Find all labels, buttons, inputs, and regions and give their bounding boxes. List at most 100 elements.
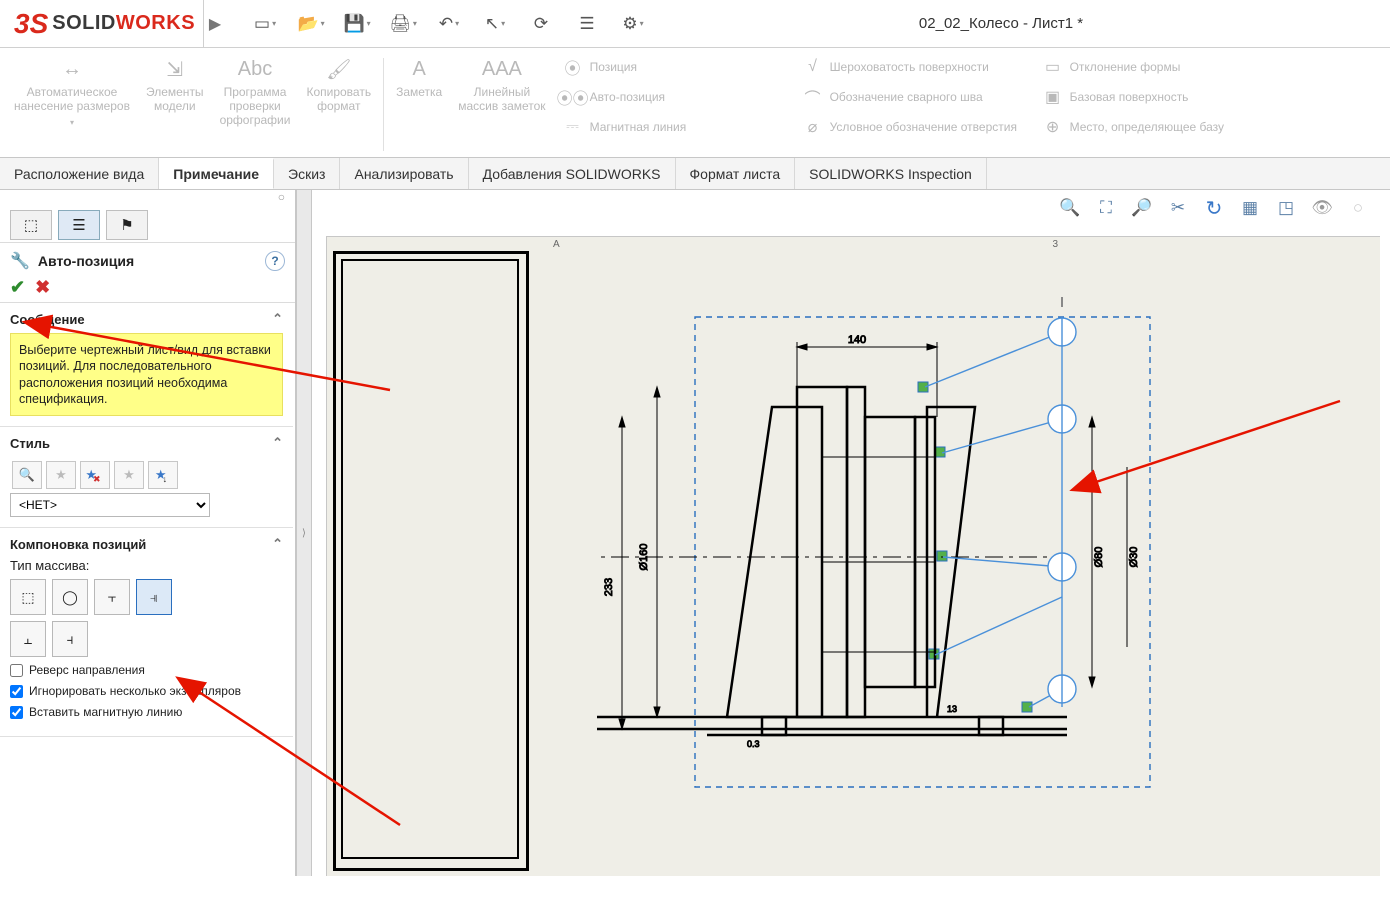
drawing-view[interactable]: 140 Ø160 233 (597, 297, 1390, 897)
svg-text:233: 233 (603, 578, 615, 596)
cmd-balloon[interactable]: ⦿Позиция (554, 52, 794, 82)
style-del-fav-button[interactable]: ★✖ (80, 461, 110, 489)
layout-square-button[interactable]: ⬚ (10, 579, 46, 615)
qat-open[interactable]: 📂▾ (290, 8, 332, 40)
tab-annotation[interactable]: Примечание (159, 158, 274, 189)
view-toolbar: 🔍 ⛶ 🔎 ✂ ↻ ▦ ◳ 👁 ○ (1056, 194, 1372, 222)
qat-pointer[interactable]: ↖▾ (474, 8, 516, 40)
sheet-border-inner (341, 259, 519, 859)
property-manager: ○ ⬚ ☰ ⚑ 🔧 Авто-позиция ? ✔ ✖ Сообщение⌃ … (0, 190, 296, 876)
tab-sw-inspection[interactable]: SOLIDWORKS Inspection (795, 158, 987, 189)
rotate-icon[interactable]: ↻ (1200, 194, 1228, 222)
expand-menu-icon[interactable]: ▶ (204, 14, 226, 34)
help-button[interactable]: ? (265, 251, 285, 271)
tab-view-layout[interactable]: Расположение вида (0, 158, 159, 189)
layout-circle-button[interactable]: ◯ (52, 579, 88, 615)
app-logo: 3S SOLIDWORKS (0, 0, 204, 47)
layout-bottom-button[interactable]: ⫠ (10, 621, 46, 657)
exit-icon[interactable]: ○ (1344, 194, 1372, 222)
hide-show-icon[interactable]: 👁 (1308, 194, 1336, 222)
cancel-button[interactable]: ✖ (35, 277, 50, 298)
logo-ds-icon: 3S (14, 8, 48, 40)
cmd-geom-tol[interactable]: ▭Отклонение формы (1034, 52, 1274, 82)
pm-tab-config[interactable]: ⚑ (106, 210, 148, 240)
magnet-checkbox[interactable]: Вставить магнитную линию (10, 705, 283, 720)
zoom-area-icon[interactable]: ⛶ (1092, 194, 1120, 222)
svg-text:13: 13 (947, 704, 957, 714)
display-icon[interactable]: ▦ (1236, 194, 1264, 222)
qat-rebuild[interactable]: ⟳ (520, 8, 562, 40)
reverse-checkbox[interactable]: Реверс направления (10, 663, 283, 678)
pm-tab-property[interactable]: ☰ (58, 210, 100, 240)
ribbon-tabs: Расположение вида Примечание Эскиз Анали… (0, 158, 1390, 190)
cmd-spell-check[interactable]: AbcПрограмма проверки орфографии (212, 52, 299, 157)
collapse-icon[interactable]: ⌃ (272, 536, 283, 552)
ruler-mark-b: 3 (1052, 239, 1058, 250)
section-layout: Компоновка позиций ⌃ Тип массива: ⬚ ◯ ⫟ ⫣… (0, 528, 293, 737)
ignore-checkbox[interactable]: Игнорировать несколько экземпляров (10, 684, 283, 699)
cmd-auto-dimension[interactable]: ↔Автоматическое нанесение размеров▾ (6, 52, 138, 157)
style-header: Стиль (10, 436, 50, 451)
cmd-model-items[interactable]: ⇲Элементы модели (138, 52, 212, 157)
svg-text:Ø160: Ø160 (638, 544, 650, 571)
pm-title: Авто-позиция (38, 253, 134, 269)
qat-options[interactable]: ☰ (566, 8, 608, 40)
drawing-sheet[interactable]: A 3 (326, 236, 1380, 876)
cmd-copy-format[interactable]: 🖌Копировать формат (298, 52, 379, 157)
document-title: 02_02_Колесо - Лист1 * (672, 15, 1390, 32)
layout-left-button[interactable]: ⫞ (52, 621, 88, 657)
3d-icon[interactable]: ◳ (1272, 194, 1300, 222)
pm-tab-feature[interactable]: ⬚ (10, 210, 52, 240)
quick-access-toolbar: ▭▾ 📂▾ 💾▾ 🖨▾ ↶▾ ↖▾ ⟳ ☰ ⚙▾ (226, 0, 672, 47)
cmd-surface-finish[interactable]: √Шероховатость поверхности (794, 52, 1034, 82)
qat-undo[interactable]: ↶▾ (428, 8, 470, 40)
drawing-canvas[interactable]: 🔍 ⛶ 🔎 ✂ ↻ ▦ ◳ 👁 ○ A 3 (312, 190, 1390, 876)
pin-icon[interactable]: ○ (0, 190, 295, 208)
qat-new[interactable]: ▭▾ (244, 8, 286, 40)
message-header: Сообщение (10, 312, 85, 327)
logo-works: WORKS (116, 12, 195, 34)
qat-print[interactable]: 🖨▾ (382, 8, 424, 40)
layout-header: Компоновка позиций (10, 537, 146, 552)
tab-sw-addins[interactable]: Добавления SOLIDWORKS (469, 158, 676, 189)
cmd-linear-note[interactable]: AAAЛинейный массив заметок (450, 52, 553, 157)
layout-right-button[interactable]: ⫣ (136, 579, 172, 615)
section-style: Стиль ⌃ 🔍 ★ ★✖ ★ ★↓ <НЕТ> (0, 427, 293, 528)
cmd-hole-callout[interactable]: ⌀Условное обозначение отверстия (794, 112, 1034, 142)
section-message: Сообщение⌃ Выберите чертежный лист/вид д… (0, 303, 293, 427)
style-apply-button[interactable]: 🔍 (12, 461, 42, 489)
splitter[interactable]: ⟩ (296, 190, 312, 876)
zoom-fit-icon[interactable]: 🔍 (1056, 194, 1084, 222)
zoom-prev-icon[interactable]: 🔎 (1128, 194, 1156, 222)
style-select[interactable]: <НЕТ> (10, 493, 210, 517)
tab-sheet-format[interactable]: Формат листа (676, 158, 796, 189)
cmd-datum-target[interactable]: ⊕Место, определяющее базу (1034, 112, 1274, 142)
title-bar: 3S SOLIDWORKS ▶ ▭▾ 📂▾ 💾▾ 🖨▾ ↶▾ ↖▾ ⟳ ☰ ⚙▾… (0, 0, 1390, 48)
collapse-icon[interactable]: ⌃ (272, 435, 283, 451)
section-view-icon[interactable]: ✂ (1164, 194, 1192, 222)
collapse-icon[interactable]: ⌃ (272, 311, 283, 327)
tab-sketch[interactable]: Эскиз (274, 158, 340, 189)
svg-text:Ø30: Ø30 (1128, 547, 1140, 568)
cmd-weld-symbol[interactable]: ⌒Обозначение сварного шва (794, 82, 1034, 112)
qat-settings[interactable]: ⚙▾ (612, 8, 654, 40)
cmd-note[interactable]: AЗаметка (388, 52, 450, 157)
qat-save[interactable]: 💾▾ (336, 8, 378, 40)
array-type-label: Тип массива: (10, 558, 283, 573)
style-add-fav-button[interactable]: ★ (46, 461, 76, 489)
wrench-icon: 🔧 (10, 251, 30, 271)
logo-solid: SOLID (52, 12, 116, 34)
svg-text:140: 140 (848, 334, 866, 346)
ribbon: ↔Автоматическое нанесение размеров▾ ⇲Эле… (0, 48, 1390, 158)
tab-evaluate[interactable]: Анализировать (340, 158, 468, 189)
cmd-magnetic-line[interactable]: ⎓Магнитная линия (554, 112, 794, 142)
cmd-datum[interactable]: ▣Базовая поверхность (1034, 82, 1274, 112)
svg-text:0.3: 0.3 (747, 739, 760, 749)
ruler-mark-a: A (553, 239, 560, 250)
style-load-button[interactable]: ★↓ (148, 461, 178, 489)
svg-text:Ø80: Ø80 (1093, 547, 1105, 568)
cmd-auto-balloon[interactable]: ⦿⦿Авто-позиция (554, 82, 794, 112)
accept-button[interactable]: ✔ (10, 277, 25, 298)
style-save-button[interactable]: ★ (114, 461, 144, 489)
layout-top-button[interactable]: ⫟ (94, 579, 130, 615)
